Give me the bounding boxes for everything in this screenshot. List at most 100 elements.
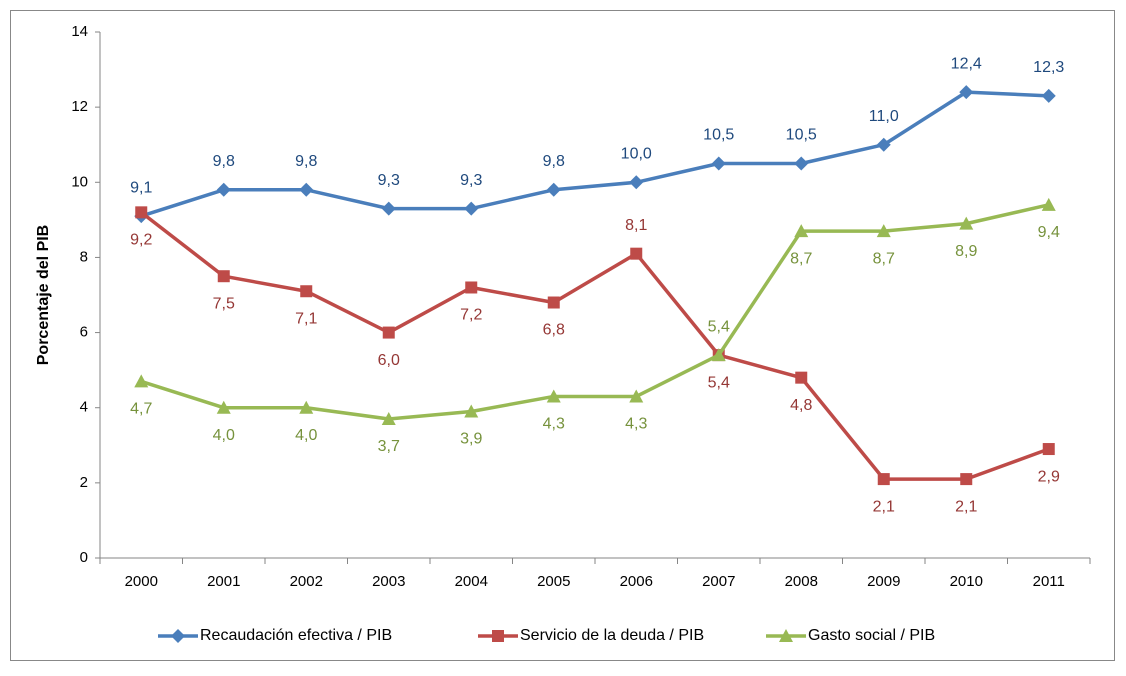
y-tick-label: 12 [71, 98, 88, 115]
square-marker [1042, 443, 1055, 456]
data-label: 2,1 [955, 498, 977, 515]
legend-label: Recaudación efectiva / PIB [200, 627, 392, 644]
data-label: 4,0 [295, 427, 317, 444]
data-label: 4,8 [790, 397, 812, 414]
triangle-marker [794, 224, 809, 238]
diamond-marker [299, 182, 314, 197]
legend-label: Servicio de la deuda / PIB [520, 627, 704, 644]
data-label: 9,8 [543, 153, 565, 170]
x-tick-label: 2004 [455, 573, 488, 590]
x-tick-label: 2001 [207, 573, 240, 590]
triangle-marker [464, 404, 479, 418]
x-tick-label: 2005 [537, 573, 570, 590]
y-tick-label: 0 [80, 549, 88, 566]
diamond-marker [959, 85, 974, 100]
data-label: 4,0 [213, 427, 235, 444]
square-marker [135, 206, 148, 219]
data-label: 10,0 [621, 146, 652, 163]
data-label: 5,4 [708, 374, 730, 391]
triangle-marker [1041, 197, 1056, 211]
data-label: 9,8 [213, 153, 235, 170]
data-label: 8,9 [955, 243, 977, 260]
data-label: 2,1 [873, 498, 895, 515]
triangle-marker [779, 629, 793, 642]
data-label: 5,4 [708, 318, 730, 335]
triangle-marker [381, 411, 396, 425]
square-marker [795, 371, 808, 384]
triangle-marker [299, 400, 314, 414]
data-label: 6,8 [543, 322, 565, 339]
data-label: 2,9 [1038, 468, 1060, 485]
diamond-marker [216, 182, 231, 197]
data-label: 11,0 [869, 108, 899, 125]
square-marker [547, 296, 560, 309]
data-label: 10,5 [703, 127, 734, 144]
y-tick-label: 14 [71, 23, 88, 40]
data-label: 9,8 [295, 153, 317, 170]
diamond-marker [629, 175, 644, 190]
series-line [140, 90, 1049, 218]
y-axis-title: Porcentaje del PIB [35, 225, 52, 366]
x-tick-label: 2002 [290, 573, 323, 590]
diamond-marker [711, 156, 726, 171]
triangle-marker [876, 224, 891, 238]
square-marker [465, 281, 478, 294]
x-tick-label: 2003 [372, 573, 405, 590]
data-label: 12,4 [951, 55, 982, 72]
y-tick-label: 4 [80, 399, 88, 416]
diamond-marker [381, 201, 396, 216]
x-tick-label: 2011 [1033, 573, 1065, 590]
y-tick-label: 8 [80, 248, 88, 265]
triangle-marker [546, 389, 561, 403]
x-tick-label: 2010 [950, 573, 983, 590]
data-label: 7,2 [460, 307, 482, 324]
diamond-marker [1041, 88, 1056, 103]
square-marker [630, 247, 643, 260]
data-label: 10,5 [786, 127, 817, 144]
data-label: 8,7 [873, 250, 895, 267]
data-label: 9,3 [378, 172, 400, 189]
diamond-marker [171, 629, 185, 643]
data-label: 12,3 [1033, 59, 1064, 76]
chart-border [10, 10, 1115, 661]
square-marker [300, 285, 313, 298]
triangle-marker [216, 400, 231, 414]
series-line [140, 210, 1050, 481]
diamond-marker [876, 137, 891, 152]
triangle-marker [959, 216, 974, 230]
diamond-marker [546, 182, 561, 197]
x-tick-label: 2008 [785, 573, 818, 590]
data-label: 7,5 [213, 295, 235, 312]
y-tick-label: 6 [80, 324, 88, 341]
triangle-marker [629, 389, 644, 403]
data-label: 4,7 [130, 401, 152, 418]
legend-label: Gasto social / PIB [808, 627, 935, 644]
data-label: 8,7 [790, 250, 812, 267]
square-marker [960, 473, 973, 486]
data-label: 4,3 [625, 416, 647, 433]
x-tick-label: 2000 [125, 573, 158, 590]
data-label: 3,7 [378, 438, 400, 455]
triangle-marker [711, 348, 726, 362]
data-label: 7,1 [295, 310, 317, 327]
square-marker [382, 326, 395, 339]
x-tick-label: 2007 [702, 573, 735, 590]
series-line [140, 203, 1050, 421]
data-label: 9,4 [1038, 224, 1060, 241]
square-marker [492, 630, 504, 642]
data-label: 3,9 [460, 431, 482, 448]
square-marker [877, 473, 890, 486]
data-label: 9,1 [130, 179, 152, 196]
diamond-marker [464, 201, 479, 216]
data-label: 9,2 [130, 232, 152, 249]
square-marker [217, 270, 230, 283]
y-tick-label: 10 [71, 173, 88, 190]
data-label: 9,3 [460, 172, 482, 189]
data-label: 8,1 [625, 217, 647, 234]
data-label: 6,0 [378, 352, 400, 369]
x-tick-label: 2006 [620, 573, 653, 590]
diamond-marker [794, 156, 809, 171]
triangle-marker [134, 374, 149, 388]
